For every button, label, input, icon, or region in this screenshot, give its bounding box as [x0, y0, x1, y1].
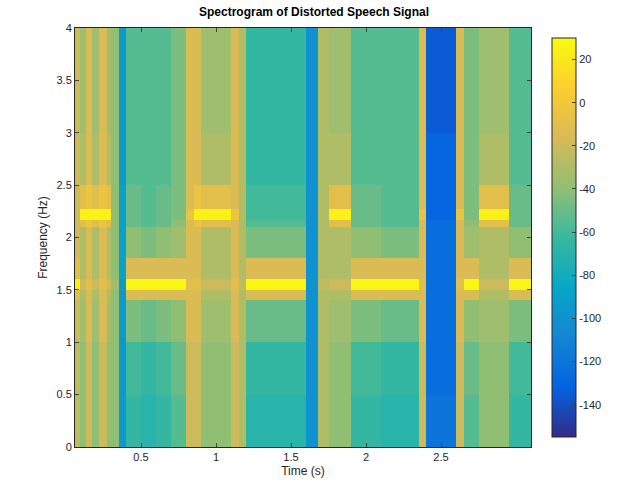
svg-text:3: 3 — [66, 127, 72, 139]
svg-text:2.5: 2.5 — [57, 179, 72, 191]
svg-text:-100: -100 — [579, 312, 601, 324]
svg-text:0.5: 0.5 — [57, 388, 72, 400]
svg-text:3.5: 3.5 — [57, 74, 72, 86]
svg-text:1.5: 1.5 — [57, 284, 72, 296]
svg-text:20: 20 — [579, 53, 591, 65]
svg-text:-120: -120 — [579, 355, 601, 367]
svg-text:-80: -80 — [579, 269, 595, 281]
svg-text:0: 0 — [66, 441, 72, 453]
svg-text:1: 1 — [66, 336, 72, 348]
svg-text:1.5: 1.5 — [283, 451, 298, 463]
svg-text:-40: -40 — [579, 183, 595, 195]
svg-text:-140: -140 — [579, 399, 601, 411]
svg-text:0.5: 0.5 — [133, 451, 148, 463]
svg-text:Spectrogram of Distorted Speec: Spectrogram of Distorted Speech Signal — [199, 5, 429, 19]
svg-text:0: 0 — [579, 97, 585, 109]
svg-text:-20: -20 — [579, 140, 595, 152]
svg-text:2.5: 2.5 — [433, 451, 448, 463]
svg-text:1: 1 — [213, 451, 219, 463]
svg-text:2: 2 — [363, 451, 369, 463]
svg-text:4: 4 — [66, 22, 72, 34]
svg-text:Time (s): Time (s) — [281, 464, 325, 478]
svg-text:Frequency (Hz): Frequency (Hz) — [36, 196, 50, 279]
svg-text:-60: -60 — [579, 226, 595, 238]
svg-text:2: 2 — [66, 231, 72, 243]
